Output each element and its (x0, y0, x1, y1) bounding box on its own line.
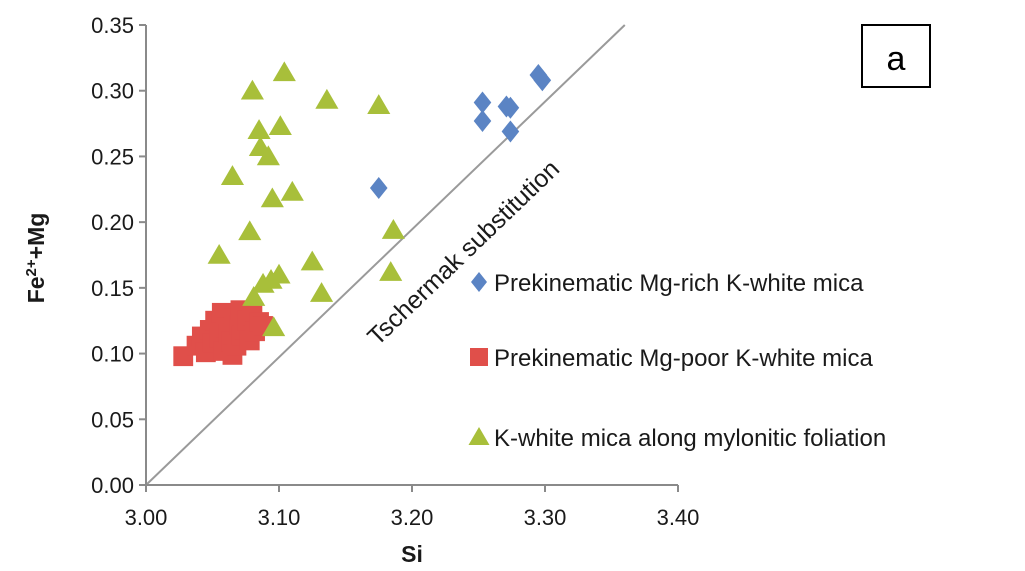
x-tick-label: 3.00 (125, 505, 168, 530)
legend-marker (470, 348, 488, 366)
x-tick-label: 3.30 (524, 505, 567, 530)
data-point (238, 220, 262, 241)
data-point (381, 219, 405, 239)
tschermak-substitution-line (145, 24, 626, 486)
data-point (501, 120, 520, 143)
data-point (268, 115, 292, 135)
legend-label: K-white mica along mylonitic foliation (494, 425, 886, 452)
y-axis-title-superscript: 2+ (23, 259, 40, 276)
x-tick-label: 3.10 (258, 505, 301, 530)
legend-label: Prekinematic Mg-poor K-white mica (494, 345, 873, 372)
data-point (369, 176, 388, 199)
x-tick-label: 3.40 (657, 505, 700, 530)
panel-label-box: a (861, 24, 931, 88)
x-axis-title: Si (401, 541, 423, 567)
data-point (262, 316, 286, 337)
y-tick-label: 0.05 (91, 407, 134, 432)
legend-marker (468, 427, 490, 445)
data-point (207, 244, 231, 264)
data-point (533, 69, 552, 92)
tschermak-substitution-label: Tschermak substitution (362, 155, 565, 351)
legend: Prekinematic Mg-rich K-white mica Prekine… (468, 270, 886, 452)
y-tick-label: 0.10 (91, 342, 134, 367)
data-point (267, 263, 291, 284)
data-point (272, 61, 296, 82)
data-point (242, 286, 266, 306)
panel-label: a (887, 40, 906, 78)
y-tick-label: 0.30 (91, 79, 134, 104)
data-point (473, 109, 492, 132)
data-point (501, 96, 520, 119)
y-tick-label: 0.00 (91, 473, 134, 498)
data-point (256, 145, 280, 166)
plot-area (145, 24, 626, 486)
x-tick-label: 3.20 (391, 505, 434, 530)
y-axis-title-fe: Fe (23, 276, 49, 303)
data-point (220, 165, 244, 185)
data-point (315, 88, 339, 109)
legend-label: Prekinematic Mg-rich K-white mica (494, 270, 864, 297)
data-points (173, 61, 552, 367)
legend-marker (471, 272, 487, 292)
y-axis-title-mg: +Mg (23, 213, 49, 260)
data-point (379, 261, 403, 281)
y-axis-title: Fe2++Mg (23, 213, 50, 304)
data-point (473, 91, 492, 114)
data-point (300, 250, 324, 271)
data-point (240, 79, 264, 100)
y-tick-label: 0.35 (91, 13, 134, 38)
axes: 0.00 0.05 0.10 0.15 0.20 0.25 0.30 0.35 3.00 3.10… (91, 13, 699, 530)
data-point (247, 119, 271, 139)
data-point (367, 94, 391, 114)
y-tick-label: 0.15 (91, 276, 134, 301)
data-point (280, 180, 304, 201)
y-tick-label: 0.25 (91, 144, 134, 169)
data-point (260, 187, 284, 208)
y-tick-label: 0.20 (91, 210, 134, 235)
data-point (310, 282, 334, 302)
